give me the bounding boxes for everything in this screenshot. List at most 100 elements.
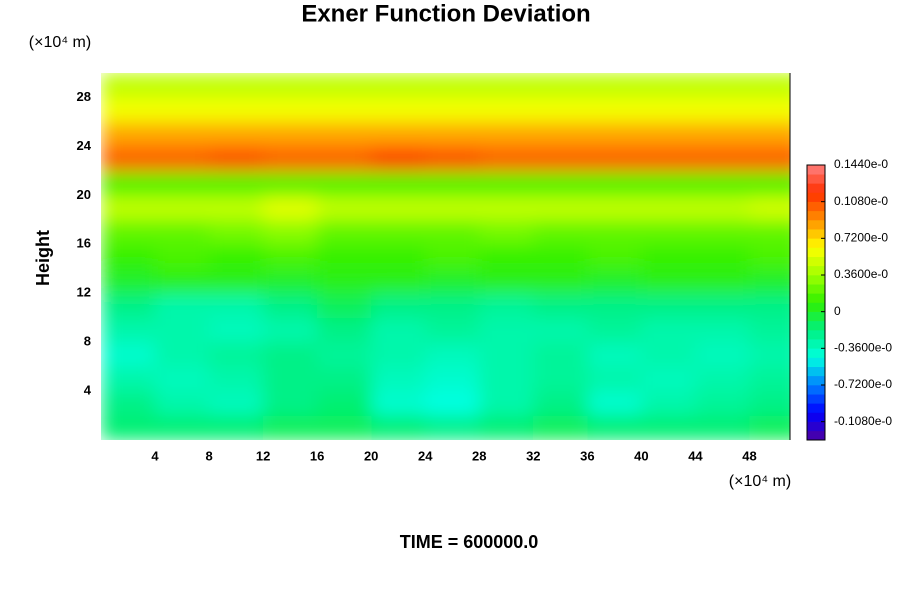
cell xyxy=(263,244,318,270)
cell xyxy=(209,121,264,147)
cell xyxy=(749,293,790,319)
cell xyxy=(587,268,642,294)
cell xyxy=(263,268,318,294)
cell xyxy=(533,415,588,440)
cell xyxy=(587,244,642,270)
colorbar-swatch xyxy=(807,421,825,432)
cell xyxy=(695,73,750,98)
cell xyxy=(263,73,318,98)
colorbar-swatch xyxy=(807,311,825,322)
cell xyxy=(101,97,156,123)
y-tick-label: 24 xyxy=(77,138,92,153)
y-unit-label: (×10⁴ m) xyxy=(29,34,91,51)
cell xyxy=(695,268,750,294)
colorbar xyxy=(807,165,825,441)
cell xyxy=(533,366,588,392)
cell xyxy=(479,391,534,417)
cell xyxy=(695,391,750,417)
colorbar-swatch xyxy=(807,238,825,248)
x-tick-label: 4 xyxy=(151,448,159,463)
cell xyxy=(479,121,534,147)
colorbar-label: 0 xyxy=(834,304,841,318)
cell xyxy=(317,146,372,172)
cell xyxy=(641,268,696,294)
y-tick-label: 4 xyxy=(84,383,92,398)
cell xyxy=(317,268,372,294)
colorbar-swatch xyxy=(807,430,825,441)
cell xyxy=(209,317,264,343)
cell xyxy=(587,97,642,123)
colorbar-swatch xyxy=(807,174,825,184)
cell xyxy=(155,170,210,196)
cell xyxy=(641,97,696,123)
cell xyxy=(263,342,318,368)
colorbar-label: 0.7200e-0 xyxy=(834,231,888,245)
cell xyxy=(101,244,156,270)
cell xyxy=(587,293,642,319)
cell xyxy=(155,244,210,270)
x-unit-label: (×10⁴ m) xyxy=(729,473,791,490)
cell xyxy=(263,146,318,172)
colorbar-swatch xyxy=(807,412,825,422)
cell xyxy=(479,293,534,319)
cell xyxy=(425,73,480,98)
cell xyxy=(533,317,588,343)
y-tick-label: 20 xyxy=(77,187,91,202)
chart-title: Exner Function Deviation xyxy=(301,0,590,27)
colorbar-label: -0.7200e-0 xyxy=(834,377,892,391)
cell xyxy=(749,73,790,98)
cell xyxy=(263,219,318,245)
cell xyxy=(209,97,264,123)
colorbar-label: 0.1080e-0 xyxy=(834,194,888,208)
cell xyxy=(425,391,480,417)
cell xyxy=(371,73,426,98)
field xyxy=(101,73,790,440)
cell xyxy=(425,97,480,123)
cell xyxy=(533,293,588,319)
x-tick-label: 48 xyxy=(742,448,756,463)
cell xyxy=(641,293,696,319)
cell xyxy=(101,366,156,392)
cell xyxy=(479,415,534,440)
cell xyxy=(101,317,156,343)
colorbar-swatch xyxy=(807,320,825,331)
colorbar-swatch xyxy=(807,385,825,395)
cell xyxy=(263,415,318,440)
colorbar-swatch xyxy=(807,357,825,367)
x-tick-label: 12 xyxy=(256,448,270,463)
cell xyxy=(533,121,588,147)
cell xyxy=(209,219,264,245)
colorbar-label: -0.1080e-0 xyxy=(834,414,892,428)
cell xyxy=(371,415,426,440)
cell xyxy=(749,97,790,123)
colorbar-swatch xyxy=(807,229,825,239)
colorbar-swatch xyxy=(807,192,825,202)
cell xyxy=(317,415,372,440)
cell xyxy=(479,73,534,98)
y-tick-label: 28 xyxy=(77,89,91,104)
cell xyxy=(317,73,372,98)
cell xyxy=(533,170,588,196)
cell xyxy=(155,415,210,440)
cell xyxy=(209,391,264,417)
colorbar-label: -0.3600e-0 xyxy=(834,341,892,355)
cell xyxy=(479,146,534,172)
cell xyxy=(101,73,156,98)
cell xyxy=(695,146,750,172)
cell xyxy=(641,366,696,392)
cell xyxy=(317,342,372,368)
colorbar-swatch xyxy=(807,183,825,193)
cell xyxy=(263,121,318,147)
cell xyxy=(533,146,588,172)
y-tick-label: 12 xyxy=(77,285,91,300)
cell xyxy=(317,293,372,319)
cell xyxy=(155,317,210,343)
cell xyxy=(749,391,790,417)
cell xyxy=(641,391,696,417)
colorbar-swatch xyxy=(807,293,825,303)
colorbar-swatch xyxy=(807,201,825,212)
cell xyxy=(425,219,480,245)
cell xyxy=(587,219,642,245)
cell xyxy=(209,293,264,319)
cell xyxy=(263,97,318,123)
